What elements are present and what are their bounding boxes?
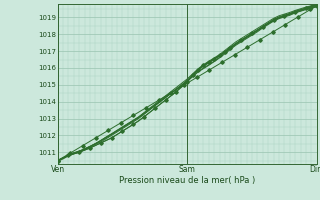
X-axis label: Pression niveau de la mer( hPa ): Pression niveau de la mer( hPa ) (119, 176, 255, 185)
